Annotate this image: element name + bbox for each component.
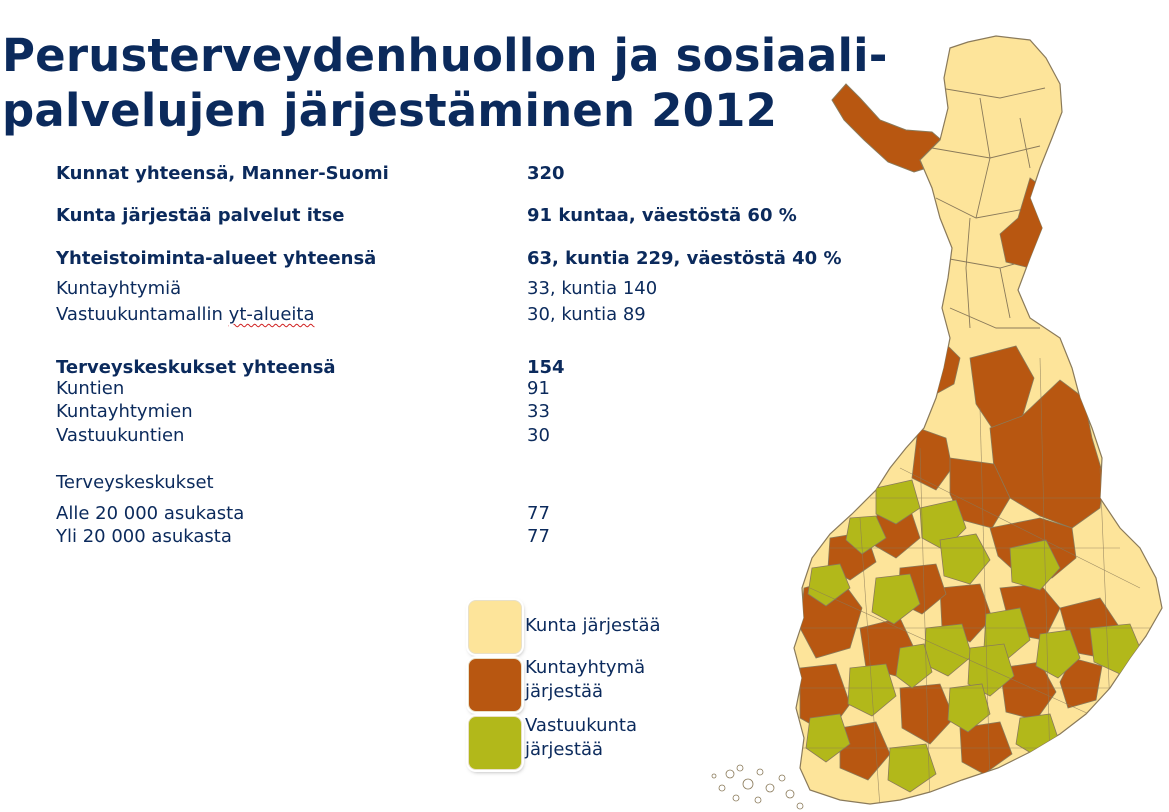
stat-value: 77 bbox=[527, 503, 550, 524]
map-region-kuntayhtyma bbox=[911, 427, 953, 491]
legend-label: Kuntayhtymä järjestää bbox=[525, 656, 645, 704]
legend-label-line: järjestää bbox=[525, 739, 604, 760]
stat-value: 91 kuntaa, väestöstä 60 % bbox=[527, 205, 797, 226]
stat-value: 30, kuntia 89 bbox=[527, 304, 646, 325]
stat-label: Terveyskeskukset bbox=[56, 472, 214, 493]
stat-value: 63, kuntia 229, väestöstä 40 % bbox=[527, 248, 842, 269]
stat-value: 30 bbox=[527, 425, 550, 446]
map-region-vastuukunta bbox=[947, 683, 991, 733]
stat-label: Kuntayhtymien bbox=[56, 401, 193, 422]
stat-label: Alle 20 000 asukasta bbox=[56, 503, 245, 524]
title-line-1: Perusterveydenhuollon ja sosiaali- bbox=[2, 29, 888, 82]
map-region-vastuukunta bbox=[871, 573, 921, 625]
stat-label: Kunnat yhteensä, Manner-Suomi bbox=[56, 163, 389, 184]
stat-label: Kunta järjestää palvelut itse bbox=[56, 205, 345, 226]
stat-label: Kuntien bbox=[56, 378, 125, 399]
map-region-vastuukunta bbox=[875, 479, 921, 525]
legend-label-line: järjestää bbox=[525, 681, 604, 702]
legend-label-line: Kuntayhtymä bbox=[525, 657, 646, 678]
stat-value: 154 bbox=[527, 357, 565, 378]
map-region-vastuukunta bbox=[805, 713, 851, 763]
title-line-2: palvelujen järjestäminen 2012 bbox=[2, 84, 778, 137]
stat-label: Yhteistoiminta-alueet yhteensä bbox=[56, 248, 377, 269]
stat-value: 77 bbox=[527, 526, 550, 547]
stat-label: Vastuukuntien bbox=[56, 425, 185, 446]
stat-label-text: Vastuukuntamallin bbox=[56, 304, 229, 325]
map-region-kuntayhtyma bbox=[839, 721, 891, 781]
stat-value: 33, kuntia 140 bbox=[527, 278, 658, 299]
map-region-vastuukunta bbox=[807, 563, 851, 607]
legend-label: Vastuukunta järjestää bbox=[525, 714, 637, 762]
stat-label: Kuntayhtymiä bbox=[56, 278, 182, 299]
finland-municipality-map bbox=[711, 35, 1163, 810]
legend-label-line: Vastuukunta bbox=[525, 715, 637, 736]
map-region-vastuukunta bbox=[887, 743, 937, 793]
stat-value: 320 bbox=[527, 163, 565, 184]
stat-label-spellcheck-text: yt-alueita bbox=[228, 304, 315, 325]
stat-label: Vastuukuntamallin yt-alueita bbox=[56, 304, 314, 325]
page-title: Perusterveydenhuollon ja sosiaali- palve… bbox=[2, 28, 888, 138]
legend-swatch-kuntayhtyma bbox=[468, 658, 522, 712]
stat-label: Yli 20 000 asukasta bbox=[56, 526, 232, 547]
stat-value: 91 bbox=[527, 378, 550, 399]
legend-swatch-kunta bbox=[468, 600, 522, 654]
map-region-kuntayhtyma bbox=[899, 683, 955, 745]
stat-label: Terveyskeskukset yhteensä bbox=[56, 357, 336, 378]
map-archipelago bbox=[711, 764, 804, 810]
map-region-vastuukunta bbox=[895, 643, 933, 689]
legend-swatch-vastuukunta bbox=[468, 716, 522, 770]
map-region-kuntayhtyma bbox=[1059, 657, 1103, 709]
legend-label: Kunta järjestää bbox=[525, 614, 661, 638]
map-region-vastuukunta bbox=[939, 533, 991, 585]
stat-value: 33 bbox=[527, 401, 550, 422]
map-region-vastuukunta bbox=[1009, 539, 1061, 591]
legend-label-line: Kunta järjestää bbox=[525, 615, 661, 636]
map-region-vastuukunta bbox=[845, 515, 887, 555]
